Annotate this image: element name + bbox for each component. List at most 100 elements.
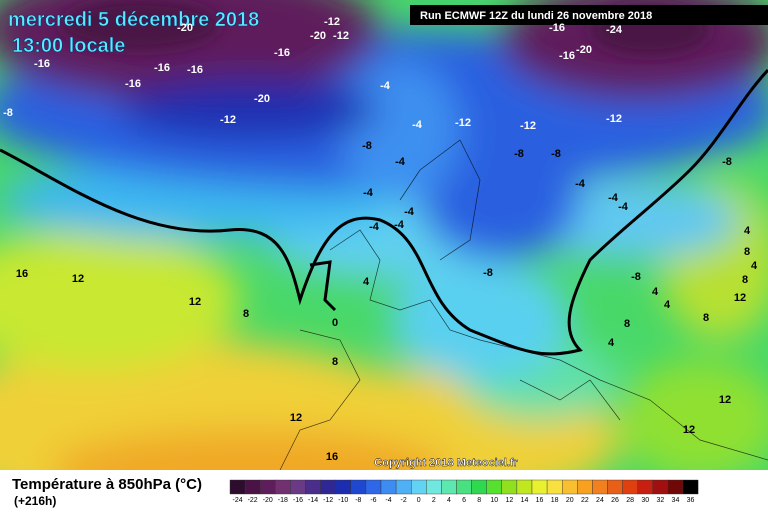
colorbar-label: 24 [596, 497, 604, 504]
colorbar-cell [516, 479, 533, 495]
colorbar-cell [380, 479, 397, 495]
contour-label: -20 [310, 30, 326, 42]
contour-label: 4 [664, 299, 671, 311]
contour-label: -16 [187, 64, 203, 76]
colorbar-cell [577, 479, 593, 495]
colorbar-cell [411, 479, 427, 495]
copyright: Copyright 2018 Meteociel.fr [374, 457, 518, 469]
colorbar-cell [546, 479, 563, 495]
colorbar-label: 36 [687, 497, 695, 504]
colorbar-cell [426, 479, 442, 495]
colorbar-label: 32 [656, 497, 664, 504]
colorbar-label: 14 [521, 497, 529, 504]
run-info: Run ECMWF 12Z du lundi 26 novembre 2018 [420, 10, 652, 22]
colorbar-label: 22 [581, 497, 589, 504]
legend-title: Température à 850hPa (°C) [12, 476, 202, 493]
contour-label: 4 [652, 286, 659, 298]
lead-time: (+216h) [14, 494, 56, 508]
colorbar-label: 2 [432, 497, 436, 504]
contour-label: 12 [72, 273, 84, 285]
colorbar-cell [290, 479, 306, 495]
colorbar-cell [501, 479, 518, 495]
colorbar-label: -14 [308, 497, 318, 504]
colorbar-cell [471, 479, 487, 495]
contour-label: -16 [549, 22, 565, 34]
contour-label: -8 [514, 148, 524, 160]
colorbar-label: -4 [385, 497, 391, 504]
contour-label: -12 [606, 113, 622, 125]
colorbar-label: 4 [447, 497, 451, 504]
colorbar-cell [229, 479, 246, 495]
contour-label: -8 [551, 148, 561, 160]
contour-label: -16 [125, 78, 141, 90]
colorbar-label: -20 [263, 497, 273, 504]
colorbar-label: -8 [355, 497, 361, 504]
forecast-date: mercredi 5 décembre 2018 [8, 9, 259, 31]
contour-label: -16 [559, 50, 575, 62]
contour-label: -8 [631, 271, 641, 283]
contour-label: 8 [703, 312, 709, 324]
colorbar-label: -18 [278, 497, 288, 504]
colorbar-cell [607, 479, 623, 495]
contour-label: 12 [719, 394, 731, 406]
colorbar-cell [335, 479, 352, 495]
contour-label: 8 [243, 308, 249, 320]
colorbar-cell [305, 479, 321, 495]
contour-label: 12 [683, 424, 695, 436]
contour-label: -16 [34, 58, 50, 70]
colorbar-cell [486, 479, 503, 495]
colorbar-cell [260, 479, 276, 495]
contour-label: -8 [722, 156, 732, 168]
colorbar-cell [667, 479, 684, 495]
contour-label: 4 [363, 276, 370, 288]
colorbar-cell [441, 479, 457, 495]
colorbar-label: 18 [551, 497, 559, 504]
colorbar-label: -24 [232, 497, 242, 504]
contour-label: -20 [177, 22, 193, 34]
colorbar: -24 -22 -20 -18 -16 -14 -12 -10 -8 -6 -4 -2 0 2 4 6 8 10 1… [229, 479, 699, 504]
colorbar-cell [275, 479, 291, 495]
colorbar-label: 28 [626, 497, 634, 504]
colorbar-label: -2 [401, 497, 407, 504]
colorbar-label: 20 [566, 497, 574, 504]
contour-label: -4 [404, 206, 415, 218]
colorbar-label: 30 [641, 497, 649, 504]
colorbar-cell [531, 479, 548, 495]
colorbar-cell [456, 479, 472, 495]
colorbar-cell [622, 479, 638, 495]
contour-label: -4 [369, 221, 380, 233]
colorbar-label: -12 [323, 497, 333, 504]
coastlines [279, 139, 768, 471]
colorbar-label: 16 [536, 497, 544, 504]
contour-label: 16 [326, 451, 338, 463]
contour-label: -4 [363, 187, 374, 199]
contour-label: -8 [3, 107, 13, 119]
contour-label: 4 [751, 260, 758, 272]
zero-isotherm [0, 68, 768, 356]
contour-label: -12 [455, 117, 471, 129]
contour-label: -16 [274, 47, 290, 59]
colorbar-label: 8 [477, 497, 481, 504]
forecast-time: 13:00 locale [12, 35, 125, 57]
contour-label: 16 [16, 268, 28, 280]
colorbar-cell [637, 479, 654, 495]
contour-label: 12 [290, 412, 302, 424]
contour-label: -8 [483, 267, 493, 279]
contour-label: 8 [744, 246, 750, 258]
contour-label: -4 [412, 119, 423, 131]
contour-labels: -20 -12-20 -12-16-16-16 -16-16-20-8-4-12 -4-… [3, 16, 758, 463]
contour-label: -4 [395, 156, 406, 168]
colorbar-label: 34 [672, 497, 680, 504]
colorbar-cell [395, 479, 412, 495]
contour-label: -4 [380, 80, 391, 92]
colorbar-label: 12 [505, 497, 513, 504]
contour-label: -4 [394, 219, 405, 231]
colorbar-cell [350, 479, 367, 495]
run-banner [410, 5, 768, 25]
colorbar-label: 6 [462, 497, 466, 504]
contour-label: 12 [734, 292, 746, 304]
contour-label: -12 [324, 16, 340, 28]
